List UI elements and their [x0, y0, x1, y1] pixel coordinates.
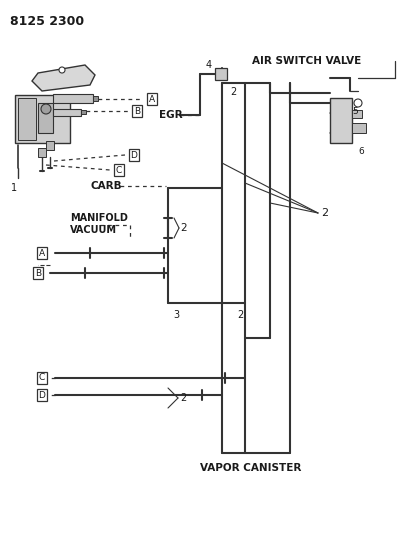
- Text: 8125 2300: 8125 2300: [10, 15, 84, 28]
- Text: 6: 6: [357, 147, 363, 156]
- Bar: [18, 98, 36, 140]
- Text: A: A: [39, 248, 45, 257]
- Text: A: A: [148, 94, 155, 103]
- Text: 2: 2: [236, 310, 243, 320]
- Bar: [351, 110, 361, 118]
- Bar: [46, 141, 54, 150]
- Text: 2: 2: [320, 208, 327, 218]
- Text: AIR SWITCH VALVE: AIR SWITCH VALVE: [252, 56, 360, 66]
- Circle shape: [59, 67, 65, 73]
- Bar: [81, 110, 86, 114]
- Text: VACUUM: VACUUM: [70, 225, 117, 235]
- Text: 1: 1: [11, 183, 17, 193]
- Bar: [351, 123, 365, 133]
- Polygon shape: [32, 65, 95, 91]
- Text: B: B: [134, 107, 140, 116]
- Text: EGR: EGR: [159, 110, 182, 120]
- Text: 2: 2: [180, 223, 186, 233]
- Bar: [15, 95, 70, 143]
- Text: 4: 4: [205, 60, 211, 70]
- Text: MANIFOLD: MANIFOLD: [70, 213, 128, 223]
- Bar: [214, 68, 227, 80]
- Circle shape: [41, 104, 51, 114]
- Bar: [53, 94, 93, 103]
- Text: 2: 2: [180, 393, 186, 403]
- Text: 5: 5: [351, 107, 357, 116]
- Text: 3: 3: [173, 310, 179, 320]
- Text: D: D: [130, 150, 137, 159]
- Text: B: B: [35, 269, 41, 278]
- Text: VAPOR CANISTER: VAPOR CANISTER: [200, 463, 301, 473]
- Text: 2: 2: [229, 87, 236, 97]
- Bar: [38, 148, 46, 157]
- Bar: [93, 96, 98, 101]
- Text: D: D: [38, 391, 45, 400]
- Text: C: C: [39, 374, 45, 383]
- Circle shape: [353, 99, 361, 107]
- Bar: [329, 98, 351, 143]
- Text: C: C: [116, 166, 122, 174]
- Bar: [38, 103, 53, 133]
- Text: CARB: CARB: [90, 181, 122, 191]
- Bar: [53, 109, 81, 116]
